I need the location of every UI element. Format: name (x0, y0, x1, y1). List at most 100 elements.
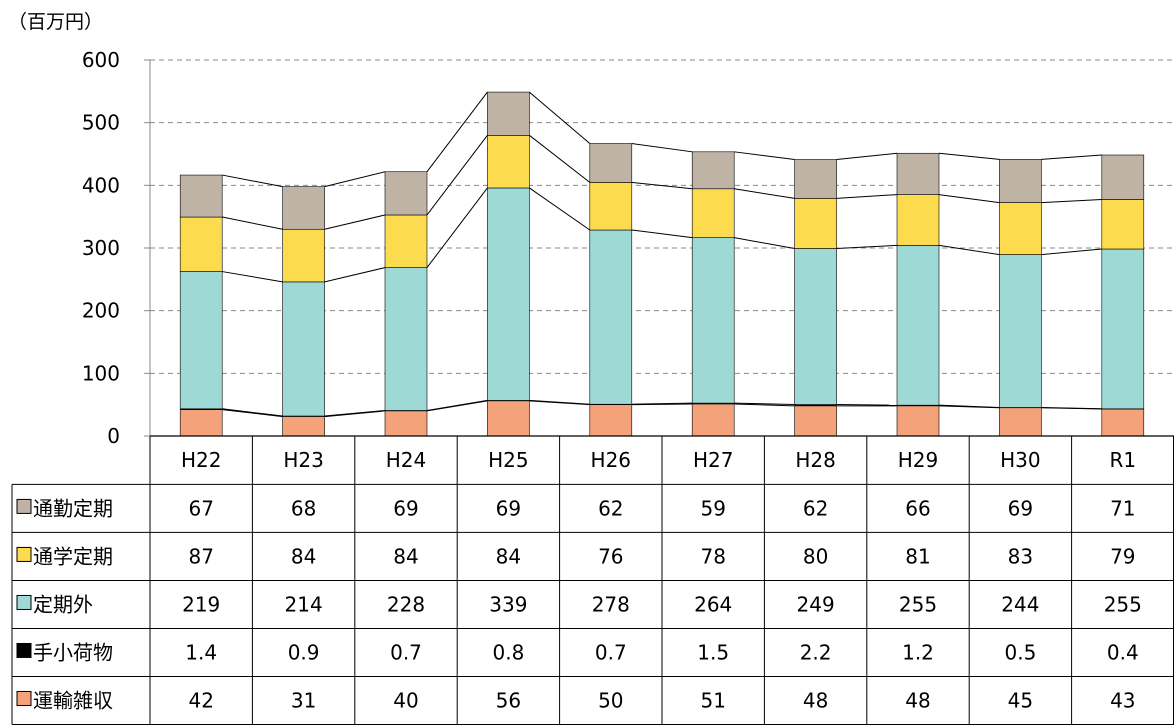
category-label-H22: H22 (181, 448, 222, 472)
bar-H26-定期外 (589, 229, 633, 405)
unit-label: （百万円） (8, 11, 103, 33)
bar-R1-通勤定期 (1101, 154, 1145, 200)
legend-key-手小荷物 (16, 642, 32, 658)
bar-H22-定期外 (179, 271, 223, 410)
bar-H29-定期外 (896, 245, 940, 406)
table-cell-通学定期-H29: 81 (905, 544, 930, 568)
bar-H22-手小荷物 (180, 408, 223, 410)
y-tick-label-100: 100 (82, 361, 120, 385)
connector-通学定期-4 (631, 181, 693, 190)
table-cell-通学定期-H26: 76 (598, 544, 623, 568)
table-cell-通勤定期-H24: 69 (393, 496, 418, 520)
bar-H23-運輸雑収 (282, 416, 325, 437)
bar-H23-定期外 (282, 281, 325, 417)
table-cell-定期外-H27: 264 (694, 592, 732, 616)
category-label-H29: H29 (898, 448, 939, 472)
table-cell-定期外-H28: 249 (797, 592, 835, 616)
table-cell-運輸雑収-H22: 42 (188, 688, 213, 712)
table-cell-定期外-H24: 228 (387, 592, 425, 616)
connector-定期外-4 (631, 229, 693, 239)
category-label-H27: H27 (693, 448, 734, 472)
connector-通勤定期-8 (1041, 154, 1102, 160)
bar-H23-通勤定期 (282, 186, 325, 230)
bar-H28-手小荷物 (794, 404, 837, 406)
table-cell-通学定期-H25: 84 (496, 544, 521, 568)
connector-通学定期-7 (938, 194, 1000, 204)
connector-手小荷物-7 (938, 404, 1000, 408)
connector-手小荷物-1 (324, 409, 386, 417)
connector-運輸雑収-0 (222, 409, 283, 418)
connector-運輸雑収-5 (734, 403, 795, 407)
bar-R1-通学定期 (1101, 199, 1145, 250)
category-label-R1: R1 (1109, 448, 1136, 472)
bar-H28-通勤定期 (794, 159, 837, 199)
legend-key-定期外 (16, 594, 32, 610)
bar-H25-通勤定期 (487, 91, 530, 136)
table-cell-定期外-H29: 255 (899, 592, 937, 616)
bar-H25-運輸雑収 (487, 400, 530, 437)
legend-label-定期外: 定期外 (33, 592, 93, 616)
bar-H30-通勤定期 (999, 159, 1042, 203)
connector-通学定期-5 (734, 188, 795, 199)
connector-手小荷物-3 (529, 399, 590, 405)
table-cell-手小荷物-H23: 0.9 (288, 640, 320, 664)
connector-通学定期-1 (324, 214, 386, 230)
table-cell-通勤定期-H27: 59 (700, 496, 725, 520)
category-label-H28: H28 (795, 448, 836, 472)
table-cell-運輸雑収-H25: 56 (496, 688, 521, 712)
bar-R1-定期外 (1101, 248, 1145, 410)
legend-label-通勤定期: 通勤定期 (33, 496, 113, 520)
legend-label-通学定期: 通学定期 (33, 544, 113, 568)
table-cell-通学定期-H27: 78 (700, 544, 725, 568)
connector-通学定期-3 (529, 134, 591, 183)
table-cell-手小荷物-H26: 0.7 (595, 640, 627, 664)
bar-H27-運輸雑収 (691, 403, 735, 437)
connector-通学定期-2 (426, 135, 488, 216)
bar-H22-通勤定期 (179, 174, 223, 218)
category-label-H30: H30 (1000, 448, 1041, 472)
bar-H29-運輸雑収 (896, 405, 940, 437)
connector-手小荷物-6 (836, 404, 898, 406)
table-cell-運輸雑収-H23: 31 (291, 688, 316, 712)
connector-通学定期-8 (1041, 199, 1102, 204)
connector-定期外-3 (529, 187, 591, 231)
table-cell-通勤定期-H25: 69 (496, 496, 521, 520)
table-cell-手小荷物-R1: 0.4 (1107, 640, 1139, 664)
bar-H23-通学定期 (282, 228, 325, 283)
bar-H28-定期外 (794, 248, 837, 405)
table-cell-運輸雑収-R1: 43 (1110, 688, 1135, 712)
bar-H27-通学定期 (691, 188, 735, 238)
bar-H25-通学定期 (487, 135, 530, 189)
connector-通学定期-6 (836, 194, 898, 199)
connector-定期外-6 (836, 244, 898, 249)
y-tick-label-200: 200 (82, 299, 120, 323)
table-cell-手小荷物-H22: 1.4 (185, 640, 217, 664)
connector-手小荷物-5 (734, 402, 795, 406)
connector-手小荷物-2 (426, 399, 488, 411)
category-label-H24: H24 (386, 448, 427, 472)
table-cell-定期外-H22: 219 (182, 592, 220, 616)
table-cell-通学定期-H23: 84 (291, 544, 316, 568)
bar-H24-運輸雑収 (384, 410, 428, 437)
bar-H28-運輸雑収 (794, 405, 837, 437)
table-cell-通学定期-H30: 83 (1008, 544, 1033, 568)
table-cell-通勤定期-H23: 68 (291, 496, 316, 520)
connector-通勤定期-7 (938, 152, 1000, 160)
table-cell-定期外-H26: 278 (592, 592, 630, 616)
table-cell-通学定期-R1: 79 (1110, 544, 1135, 568)
connector-通学定期-0 (222, 216, 283, 230)
connector-定期外-2 (426, 187, 488, 268)
connector-定期外-1 (324, 267, 386, 283)
legend-key-運輸雑収 (16, 690, 32, 706)
table-cell-手小荷物-H30: 0.5 (1004, 640, 1036, 664)
table-cell-運輸雑収-H24: 40 (393, 688, 418, 712)
bar-H29-手小荷物 (897, 405, 939, 406)
bar-H30-運輸雑収 (999, 407, 1042, 437)
table-cell-運輸雑収-H26: 50 (598, 688, 623, 712)
bar-H24-通学定期 (384, 214, 428, 268)
bar-H22-運輸雑収 (179, 409, 223, 437)
data-table: H22 H23 H24 H25 H26 H27 H28 H29 H30 R1 通勤定期 67 68 69 6… (11, 435, 1174, 725)
y-tick-label-300: 300 (82, 236, 120, 260)
bar-H27-定期外 (691, 237, 735, 404)
